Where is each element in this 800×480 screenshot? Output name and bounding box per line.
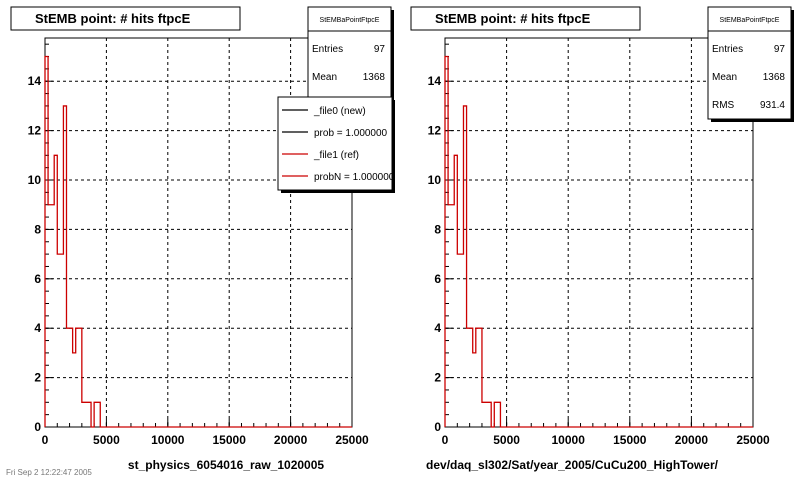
stats-label: Mean (312, 72, 337, 83)
x-axis-label: dev/daq_sl302/Sat/year_2005/CuCu200_High… (426, 458, 719, 472)
stats-label: RMS (712, 100, 735, 111)
left-histogram-panel: 0 5000 10000 15000 20000 25000 0 2 4 6 8 10 12 14 st_p… (10, 6, 395, 472)
chart-title: StEMB point: # hits ftpcE (435, 11, 591, 26)
y-tick-label: 8 (434, 222, 441, 236)
y-tick-label: 6 (34, 272, 41, 286)
stats-title: StEMBaPointFtpcE (320, 17, 380, 24)
y-tick-label: 2 (434, 371, 441, 385)
y-tick-label: 2 (34, 371, 41, 385)
stats-title: StEMBaPointFtpcE (720, 17, 780, 24)
stats-value: 931.4 (760, 100, 785, 111)
x-tick-label: 15000 (613, 433, 647, 447)
y-tick-label: 0 (34, 420, 41, 434)
stats-value: 1368 (763, 72, 786, 83)
stats-label: Mean (712, 72, 737, 83)
x-tick-label: 10000 (151, 433, 185, 447)
stats-label: Entries (312, 44, 343, 55)
y-tick-label: 12 (28, 124, 42, 138)
x-tick-label: 25000 (335, 433, 369, 447)
x-tick-label: 15000 (213, 433, 247, 447)
stats-value: 97 (374, 44, 386, 55)
title-box (10, 6, 241, 31)
x-tick-label: 20000 (675, 433, 709, 447)
y-tick-label: 4 (34, 321, 41, 335)
x-tick-label: 0 (42, 433, 49, 447)
legend-label: _file0 (new) (313, 106, 366, 117)
stats-value: 1368 (363, 72, 386, 83)
y-tick-label: 0 (434, 420, 441, 434)
y-tick-label: 14 (428, 74, 442, 88)
stats-label: Entries (712, 44, 743, 55)
stats-value: 97 (774, 44, 786, 55)
histogram-series (44, 55, 352, 428)
x-tick-label: 20000 (274, 433, 308, 447)
chart-title: StEMB point: # hits ftpcE (35, 11, 191, 26)
plot-frame (444, 37, 754, 428)
plot-frame (44, 37, 353, 428)
y-tick-label: 14 (28, 74, 42, 88)
x-tick-label: 25000 (736, 433, 770, 447)
legend-label: _file1 (ref) (313, 150, 359, 161)
legend-box (277, 96, 393, 191)
histogram-series (444, 55, 753, 428)
y-tick-label: 10 (28, 173, 42, 187)
x-axis-label: st_physics_6054016_raw_1020005 (128, 458, 324, 472)
x-tick-label: 10000 (552, 433, 586, 447)
title-box (410, 6, 641, 31)
footer-timestamp: Fri Sep 2 12:22:47 2005 (6, 468, 92, 477)
y-tick-label: 6 (434, 272, 441, 286)
legend-label: prob = 1.000000 (314, 128, 388, 139)
y-tick-label: 10 (428, 173, 442, 187)
x-tick-label: 5000 (93, 433, 120, 447)
right-histogram-panel: 0 5000 10000 15000 20000 25000 0 2 4 6 8 10 12 14 dev/… (410, 6, 794, 472)
y-tick-label: 12 (428, 124, 442, 138)
legend-entries: _file0 (new) prob = 1.000000 _file1 (ref) p… (282, 106, 395, 183)
y-tick-label: 8 (34, 222, 41, 236)
x-tick-label: 0 (442, 433, 449, 447)
x-tick-label: 5000 (493, 433, 520, 447)
y-tick-label: 4 (434, 321, 441, 335)
stats-box (707, 6, 792, 120)
legend-label: probN = 1.000000 (314, 172, 395, 183)
